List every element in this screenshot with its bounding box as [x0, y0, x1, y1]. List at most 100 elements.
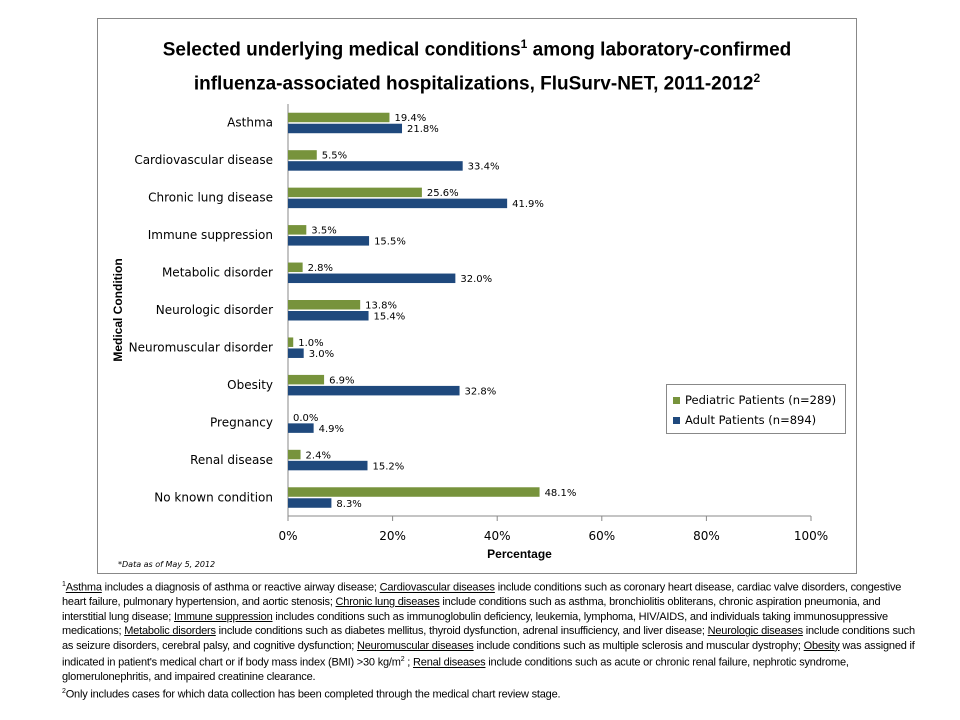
- data-label-pediatric: 0.0%: [293, 413, 318, 424]
- footnote-text: include conditions such as seizure disor…: [62, 625, 915, 652]
- legend-label-pediatric: Pediatric Patients (n=289): [685, 393, 837, 407]
- legend-swatch-pediatric: [673, 396, 680, 404]
- bar-adult: [288, 311, 369, 321]
- data-label-pediatric: 19.4%: [394, 113, 426, 124]
- bar-pediatric: [288, 150, 317, 160]
- data-label-adult: 15.4%: [374, 312, 406, 323]
- x-tick-label: 40%: [484, 529, 511, 543]
- bar-pediatric: [288, 187, 422, 198]
- x-tick-label: 100%: [794, 529, 828, 543]
- data-label-pediatric: 2.8%: [308, 263, 333, 274]
- bar-adult: [288, 198, 508, 209]
- x-axis-label: Percentage: [487, 547, 552, 561]
- footnotes: 1Asthma includes a diagnosis of asthma o…: [62, 578, 922, 702]
- footnote-text: ;: [404, 656, 414, 669]
- footnote-text: includes a diagnosis of asthma or reacti…: [101, 581, 380, 594]
- footnote-term: Asthma: [65, 581, 102, 594]
- bar-pediatric: [288, 262, 303, 273]
- bar-pediatric: [288, 337, 294, 347]
- bar-adult: [288, 273, 456, 284]
- bar-adult: [288, 236, 370, 246]
- x-tick-label: 20%: [379, 529, 406, 543]
- data-label-pediatric: 6.9%: [329, 375, 354, 386]
- footnote-text: include conditions such as coronary hear…: [62, 581, 902, 609]
- footnote-1: 1Asthma includes a diagnosis of asthma o…: [62, 578, 922, 685]
- data-label-adult: 21.8%: [407, 124, 439, 135]
- footnote-text: include conditions such as asthma, bronc…: [62, 596, 881, 623]
- data-label-adult: 32.0%: [460, 274, 492, 285]
- legend: Pediatric Patients (n=289) Adult Patient…: [666, 384, 846, 434]
- data-label-pediatric: 48.1%: [545, 488, 577, 499]
- data-label-adult: 41.9%: [512, 199, 544, 210]
- category-label: Neuromuscular disorder: [129, 340, 273, 354]
- title-line-1b: among laboratory-confirmed: [527, 39, 792, 61]
- bar-adult: [288, 161, 463, 171]
- chart-title: Selected underlying medical conditions1 …: [97, 30, 857, 99]
- footnote-text: 2: [62, 687, 66, 695]
- footnote-2: 2Only includes cases for which data coll…: [62, 685, 922, 702]
- footnote-text: Only includes cases for which data colle…: [65, 688, 561, 701]
- bar-adult: [288, 460, 368, 471]
- footnote-text: was assigned if indicated in patient's m…: [62, 639, 915, 669]
- legend-label-adult: Adult Patients (n=894): [685, 413, 817, 427]
- bar-pediatric: [288, 449, 301, 460]
- x-tick-label: 80%: [693, 529, 720, 543]
- bar-pediatric: [288, 225, 307, 235]
- category-label: Cardiovascular disease: [134, 153, 273, 167]
- bar-pediatric: [288, 487, 540, 497]
- legend-swatch-adult: [673, 416, 680, 424]
- footnote-text: includes conditions such as immunoglobul…: [62, 610, 888, 638]
- bar-adult: [288, 123, 403, 134]
- footnote-term: Neuromuscular diseases: [356, 639, 474, 652]
- x-tick-label: 0%: [278, 529, 297, 543]
- title-sup-2: 2: [753, 71, 761, 86]
- data-label-adult: 33.4%: [468, 162, 500, 173]
- category-label: Asthma: [227, 116, 273, 130]
- footnote-text: include conditions such as diabetes mell…: [215, 625, 708, 638]
- footnote-term: Renal diseases: [413, 656, 486, 669]
- title-sup-1: 1: [520, 37, 528, 51]
- category-label: Metabolic disorder: [162, 266, 273, 280]
- category-label: Pregnancy: [210, 415, 273, 429]
- footnote-text: include conditions such as multiple scle…: [473, 639, 804, 652]
- data-label-pediatric: 3.5%: [311, 226, 336, 237]
- bar-pediatric: [288, 112, 390, 123]
- footnote-term: Obesity: [803, 639, 840, 652]
- bar-pediatric: [288, 300, 361, 310]
- category-label: No known condition: [154, 490, 273, 504]
- bar-adult: [288, 385, 460, 396]
- bar-adult: [288, 348, 304, 358]
- category-label: Renal disease: [190, 453, 273, 467]
- footnote-text: 1: [62, 581, 66, 588]
- bar-adult: [288, 423, 314, 433]
- title-line-2: influenza-associated hospitalizations, F…: [193, 73, 754, 95]
- y-axis-label: Medical Condition: [111, 258, 125, 361]
- footnote-text: include conditions such as acute or chro…: [62, 656, 849, 684]
- footnote-term: Neurologic diseases: [707, 625, 803, 638]
- x-tick-label: 60%: [588, 529, 615, 543]
- category-label: Obesity: [227, 378, 273, 392]
- data-label-pediatric: 1.0%: [298, 338, 323, 349]
- footnote-term: Chronic lung diseases: [335, 596, 440, 609]
- data-label-adult: 3.0%: [309, 349, 334, 360]
- data-label-pediatric: 25.6%: [427, 188, 459, 199]
- data-label-pediatric: 2.4%: [306, 450, 331, 461]
- category-label: Neurologic disorder: [156, 303, 273, 317]
- data-label-adult: 8.3%: [336, 499, 361, 510]
- data-label-adult: 15.2%: [372, 461, 404, 472]
- data-label-adult: 32.8%: [465, 386, 497, 397]
- footnote-term: Immune suppression: [174, 610, 273, 623]
- data-label-adult: 15.5%: [374, 237, 406, 248]
- legend-item-adult: Adult Patients (n=894): [673, 410, 839, 430]
- category-label: Immune suppression: [148, 228, 273, 242]
- footnote-term: Cardiovascular diseases: [379, 581, 495, 594]
- legend-item-pediatric: Pediatric Patients (n=289): [673, 390, 839, 410]
- data-label-pediatric: 13.8%: [365, 301, 397, 312]
- footnote-text: 2: [400, 656, 405, 664]
- data-date-note: *Data as of May 5, 2012: [118, 560, 216, 569]
- footnote-term: Metabolic disorders: [124, 625, 216, 638]
- bar-adult: [288, 498, 332, 508]
- category-label: Chronic lung disease: [148, 191, 273, 205]
- bar-pediatric: [288, 374, 325, 385]
